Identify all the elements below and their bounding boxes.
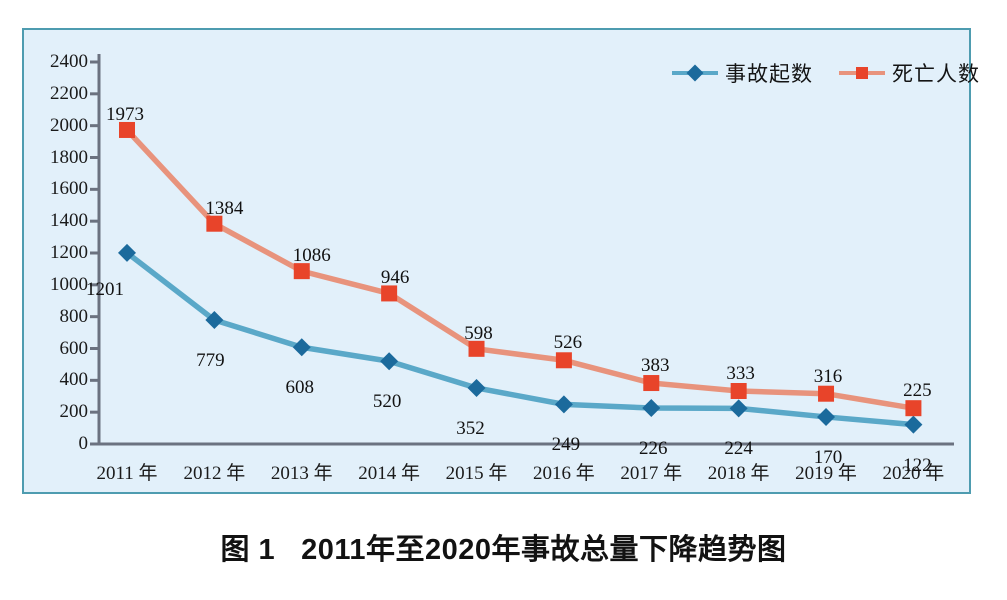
- data-point-marker: [818, 385, 835, 402]
- figure-caption: 图 1 2011年至2020年事故总量下降趋势图: [0, 526, 1007, 568]
- y-axis-tick-label: 1800: [50, 146, 88, 168]
- x-axis-tick-label: 2015 年: [445, 463, 508, 484]
- data-point-marker: [467, 378, 486, 397]
- chart-legend: 事故起数 死亡人数: [672, 58, 980, 88]
- data-point-label: 946: [380, 267, 410, 289]
- chart-panel: 2400 2200 2000 1800 1600 1400 1200 1000 800 600 40…: [22, 28, 979, 494]
- data-point-marker: [817, 407, 836, 426]
- data-point-marker: [642, 399, 661, 418]
- data-point-label: 526: [553, 332, 583, 354]
- data-point-marker: [292, 338, 311, 357]
- x-axis-tick-label: 2019 年: [795, 463, 857, 484]
- diamond-marker-icon: [686, 64, 704, 82]
- y-axis-tick-label: 200: [59, 401, 89, 423]
- data-point-marker: [381, 285, 398, 302]
- plot-area: 2400 2200 2000 1800 1600 1400 1200 1000 800 600 40…: [24, 30, 969, 492]
- x-axis-tick-label: 2011 年: [96, 463, 158, 484]
- y-axis-tick-label: 400: [59, 369, 89, 391]
- data-point-marker: [380, 352, 399, 371]
- x-axis-tick-label: 2013 年: [270, 463, 333, 484]
- figure-number: 图 1: [220, 534, 276, 566]
- data-point-marker: [118, 243, 136, 262]
- legend-swatch-accidents: [672, 64, 718, 82]
- data-point-label: 779: [196, 350, 225, 371]
- data-point-label: 316: [813, 365, 843, 387]
- data-point-label: 383: [641, 355, 670, 377]
- y-axis-tick-label: 1000: [50, 273, 88, 295]
- series-line-accidents: [124, 250, 917, 428]
- data-point-marker: [119, 121, 135, 138]
- data-point-label: 226: [639, 438, 668, 460]
- y-axis-tick-label: 2000: [50, 114, 88, 136]
- data-point-marker: [730, 382, 747, 399]
- data-point-label: 1384: [205, 197, 244, 219]
- x-axis-tick-label: 2018 年: [707, 463, 770, 484]
- y-axis-tick-label: 2400: [50, 51, 88, 72]
- legend-label-deaths: 死亡人数: [892, 63, 980, 86]
- data-point-marker: [554, 395, 573, 414]
- x-axis-tick-label: 2020 年: [882, 463, 945, 484]
- legend-item-accidents: 事故起数: [672, 58, 813, 88]
- data-point-marker: [729, 399, 748, 418]
- data-point-marker: [205, 311, 224, 330]
- y-axis-tick-label: 800: [59, 305, 89, 327]
- data-point-label: 170: [813, 446, 843, 468]
- series-line-deaths: [124, 127, 917, 411]
- x-axis-tick-label: 2014 年: [358, 463, 421, 484]
- data-point-label: 1086: [292, 245, 331, 267]
- y-axis-tick-label: 0: [78, 433, 89, 454]
- y-axis-tick-label: 2200: [50, 82, 88, 104]
- data-point-label: 598: [464, 322, 493, 344]
- data-point-marker: [293, 263, 310, 280]
- square-marker-icon: [856, 67, 868, 79]
- legend-label-accidents: 事故起数: [725, 63, 813, 86]
- figure-title: 2011年至2020年事故总量下降趋势图: [301, 534, 787, 566]
- data-point-label: 249: [551, 434, 581, 456]
- data-point-label: 1201: [86, 278, 124, 300]
- y-axis-tick-label: 1600: [50, 178, 88, 200]
- data-point-label: 224: [724, 438, 753, 460]
- y-axis-labels: 2400 2200 2000 1800 1600 1400 1200 1000 800 600 40…: [24, 30, 88, 492]
- y-axis-tick-label: 1400: [50, 210, 88, 232]
- x-axis-tick-label: 2016 年: [533, 463, 595, 484]
- data-point-label: 1973: [106, 103, 144, 125]
- data-point-marker: [905, 400, 922, 417]
- legend-swatch-deaths: [839, 65, 885, 81]
- y-axis-tick-label: 1200: [50, 242, 88, 263]
- x-axis-tick-label: 2017 年: [620, 463, 683, 484]
- data-point-marker: [643, 375, 660, 392]
- data-point-marker: [468, 340, 485, 357]
- data-point-label: 333: [726, 362, 755, 384]
- data-point-marker: [904, 415, 923, 434]
- data-point-marker: [555, 352, 572, 369]
- x-axis-tick-label: 2012 年: [183, 463, 246, 484]
- x-axis-labels: 2011 年 2012 年 2013 年 2014 年 2015 年 2016 年 2017…: [24, 30, 969, 492]
- legend-item-deaths: 死亡人数: [839, 58, 980, 88]
- y-axis-tick-label: 600: [59, 337, 89, 359]
- chart-svg: [90, 54, 954, 446]
- data-point-label: 225: [903, 380, 932, 402]
- data-point-label: 520: [372, 391, 402, 413]
- data-point-label: 608: [285, 377, 315, 399]
- data-point-marker: [206, 215, 223, 232]
- data-point-label: 122: [903, 454, 932, 476]
- data-point-label: 352: [456, 417, 485, 439]
